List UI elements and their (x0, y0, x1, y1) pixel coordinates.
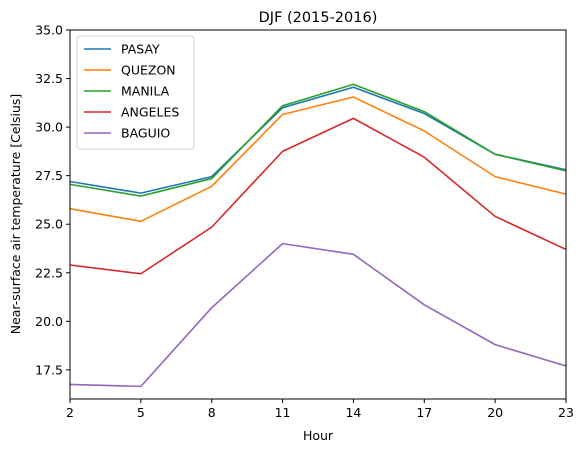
x-axis: 2 5 8 11 14 17 20 23 (66, 399, 574, 420)
axes-frame (69, 29, 567, 400)
legend: PASAY QUEZON MANILA ANGELES BAGUIO (76, 35, 195, 150)
legend-label: PASAY (121, 42, 160, 57)
legend-label: QUEZON (121, 63, 176, 78)
x-tick-label: 8 (208, 405, 216, 420)
chart-title: DJF (2015-2016) (259, 10, 378, 26)
legend-label: MANILA (121, 84, 170, 99)
y-tick-label: 17.5 (35, 362, 63, 377)
x-tick-label: 17 (416, 405, 432, 420)
y-tick-label: 20.0 (35, 314, 63, 329)
legend-label: ANGELES (121, 105, 179, 120)
y-tick-label: 27.5 (35, 168, 63, 183)
x-tick-label: 11 (275, 405, 291, 420)
series-line-manila (69, 83, 567, 197)
x-tick-label: 23 (558, 405, 574, 420)
plot-area (69, 83, 567, 388)
legend-box (76, 35, 195, 150)
series-line-baguio (69, 242, 567, 388)
y-tick-label: 32.5 (35, 71, 63, 86)
x-axis-label: Hour (303, 428, 334, 443)
x-tick-label: 20 (487, 405, 503, 420)
x-tick-label: 2 (66, 405, 74, 420)
y-axis-label: Near-surface air temperature [Celsius] (8, 94, 23, 335)
legend-label: BAGUIO (121, 126, 170, 141)
y-tick-label: 25.0 (35, 217, 63, 232)
series-line-quezon (69, 96, 567, 223)
x-tick-label: 14 (345, 405, 361, 420)
x-tick-label: 5 (137, 405, 145, 420)
y-tick-label: 30.0 (35, 120, 63, 135)
y-tick-label: 22.5 (35, 265, 63, 280)
y-axis: 17.5 20.0 22.5 25.0 27.5 30.0 32.5 35.0 (35, 23, 70, 377)
series-line-angeles (69, 117, 567, 275)
y-tick-label: 35.0 (35, 23, 63, 38)
